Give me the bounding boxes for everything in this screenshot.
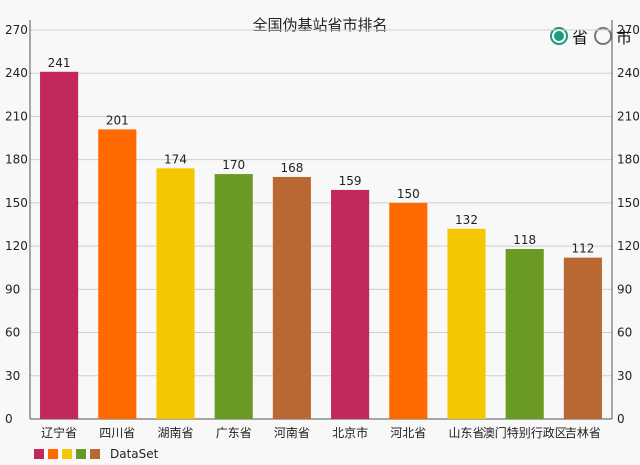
bar [505, 248, 544, 419]
bar-value-label: 168 [280, 161, 303, 175]
bar [98, 129, 137, 419]
y-tick-label-left: 270 [5, 23, 28, 37]
y-tick-label-right: 210 [617, 109, 640, 123]
x-tick-label: 河南省 [274, 425, 310, 440]
bar-value-label: 241 [48, 56, 71, 70]
y-tick-label-right: 270 [617, 23, 640, 37]
y-tick-label-left: 210 [5, 109, 28, 123]
y-tick-label-left: 90 [5, 282, 20, 296]
bar-value-label: 112 [571, 242, 594, 256]
y-tick-label-left: 30 [5, 369, 20, 383]
y-tick-label-right: 180 [617, 153, 640, 167]
region-toggle: 省 市 [549, 24, 632, 48]
legend-swatch [34, 449, 44, 459]
bar-value-label: 150 [397, 187, 420, 201]
y-tick-label-right: 120 [617, 239, 640, 253]
legend-swatch [76, 449, 86, 459]
legend-swatch [62, 449, 72, 459]
x-tick-label: 广东省 [216, 426, 252, 440]
bar-value-label: 201 [106, 113, 129, 127]
y-tick-label-left: 180 [5, 153, 28, 167]
legend-swatch [48, 449, 58, 459]
radio-checked-icon [549, 27, 568, 45]
bar-value-label: 170 [222, 158, 245, 172]
legend-swatch [90, 449, 100, 459]
y-tick-label-right: 30 [617, 369, 632, 383]
y-tick-label-left: 0 [5, 412, 13, 426]
x-tick-label: 湖南省 [157, 425, 193, 440]
bar-value-label: 174 [164, 152, 187, 166]
x-tick-label: 山东省 [448, 426, 484, 440]
x-tick-label: 澳门特别行政区 [483, 425, 567, 440]
radio-province[interactable]: 省 [549, 24, 588, 48]
legend-label: DataSet [110, 447, 159, 461]
bar [156, 168, 195, 419]
bar-value-label: 132 [455, 213, 478, 227]
bar [331, 189, 370, 419]
radio-province-label: 省 [571, 28, 588, 47]
radio-unchecked-icon [593, 27, 612, 45]
bar [447, 228, 486, 419]
y-tick-label-left: 150 [5, 196, 28, 210]
radio-city[interactable]: 市 [593, 24, 632, 48]
y-tick-label-right: 0 [617, 412, 625, 426]
y-tick-label-right: 60 [617, 326, 632, 340]
bar [214, 174, 253, 419]
bar-value-label: 159 [339, 174, 362, 188]
y-tick-label-right: 90 [617, 282, 632, 296]
x-tick-label: 辽宁省 [41, 425, 77, 440]
bar [272, 176, 311, 419]
legend-swatches [34, 449, 100, 459]
bar [563, 257, 602, 419]
x-tick-label: 河北省 [390, 426, 426, 440]
y-tick-label-right: 150 [617, 196, 640, 210]
bar [40, 71, 79, 419]
y-tick-label-left: 60 [5, 326, 20, 340]
bar-value-label: 118 [513, 233, 536, 247]
y-tick-label-left: 240 [5, 66, 28, 80]
legend: DataSet [34, 447, 158, 461]
y-tick-label-left: 120 [5, 239, 28, 253]
bar [389, 202, 428, 419]
y-tick-label-right: 240 [617, 66, 640, 80]
radio-city-label: 市 [615, 28, 632, 47]
x-tick-label: 吉林省 [565, 426, 601, 440]
x-tick-label: 四川省 [99, 426, 135, 440]
x-tick-label: 北京市 [332, 425, 368, 440]
